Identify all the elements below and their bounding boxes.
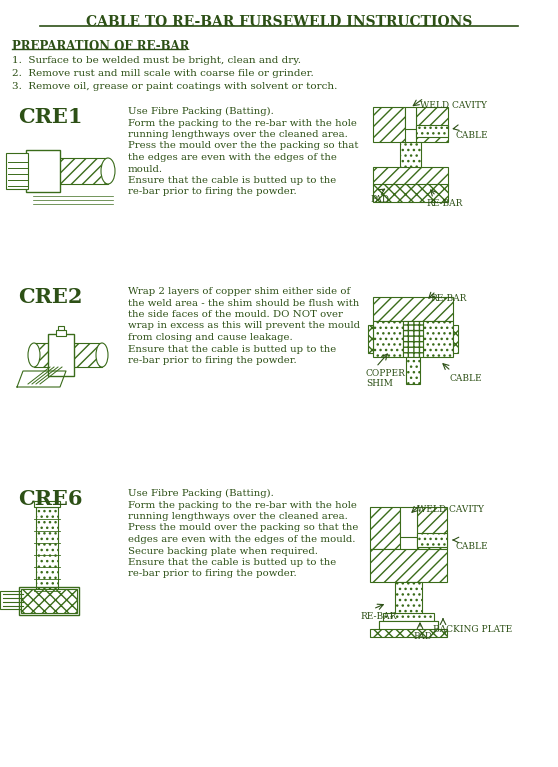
Text: BACKING PLATE: BACKING PLATE bbox=[433, 625, 512, 634]
Bar bbox=[400, 507, 417, 537]
Bar bbox=[400, 142, 421, 179]
Ellipse shape bbox=[39, 158, 53, 184]
Bar bbox=[416, 107, 448, 142]
Text: 2.  Remove rust and mill scale with coarse file or grinder.: 2. Remove rust and mill scale with coars… bbox=[12, 69, 314, 78]
Text: CABLE: CABLE bbox=[450, 374, 483, 383]
Text: CRE2: CRE2 bbox=[18, 287, 83, 307]
Text: the side faces of the mould. DO NOT over: the side faces of the mould. DO NOT over bbox=[128, 310, 343, 319]
Text: running lengthways over the cleaned area.: running lengthways over the cleaned area… bbox=[128, 512, 348, 521]
Text: WELD CAVITY: WELD CAVITY bbox=[420, 101, 487, 110]
Text: the weld area - the shim should be flush with: the weld area - the shim should be flush… bbox=[128, 298, 359, 308]
Text: Wrap 2 layers of copper shim either side of: Wrap 2 layers of copper shim either side… bbox=[128, 287, 350, 296]
Bar bbox=[370, 629, 447, 637]
Bar bbox=[26, 150, 60, 192]
Ellipse shape bbox=[96, 343, 108, 367]
Bar bbox=[379, 621, 438, 631]
Bar bbox=[19, 587, 79, 615]
Bar bbox=[373, 107, 405, 142]
Text: PREPARATION OF RE-BAR: PREPARATION OF RE-BAR bbox=[12, 40, 189, 53]
Text: wrap in excess as this will prevent the mould: wrap in excess as this will prevent the … bbox=[128, 321, 360, 331]
Bar bbox=[56, 330, 66, 336]
Text: Ensure that the cable is butted up to the: Ensure that the cable is butted up to th… bbox=[128, 176, 336, 185]
Text: re-bar prior to firing the powder.: re-bar prior to firing the powder. bbox=[128, 187, 297, 196]
Text: Use Fibre Packing (Batting).: Use Fibre Packing (Batting). bbox=[128, 489, 274, 498]
Bar bbox=[34, 501, 60, 507]
Text: edges are even with the edges of the mould.: edges are even with the edges of the mou… bbox=[128, 535, 355, 544]
Text: mould.: mould. bbox=[128, 164, 163, 173]
Bar bbox=[417, 507, 447, 549]
Text: WELD CAVITY: WELD CAVITY bbox=[417, 505, 484, 514]
Bar bbox=[46, 158, 108, 184]
Bar bbox=[6, 153, 28, 189]
Text: Form the packing to the re-bar with the hole: Form the packing to the re-bar with the … bbox=[128, 501, 357, 509]
Text: CABLE: CABLE bbox=[455, 542, 488, 551]
Text: from closing and cause leakage.: from closing and cause leakage. bbox=[128, 333, 293, 342]
Text: Use Fibre Packing (Batting).: Use Fibre Packing (Batting). bbox=[128, 107, 274, 116]
Text: Secure backing plate when required.: Secure backing plate when required. bbox=[128, 547, 318, 555]
Text: PAD: PAD bbox=[413, 632, 432, 641]
Text: Ensure that the cable is butted up to the: Ensure that the cable is butted up to th… bbox=[128, 558, 336, 567]
Bar bbox=[406, 357, 420, 384]
Text: CRE1: CRE1 bbox=[18, 107, 83, 127]
Ellipse shape bbox=[28, 343, 40, 367]
Text: 3.  Remove oil, grease or paint coatings with solvent or torch.: 3. Remove oil, grease or paint coatings … bbox=[12, 82, 338, 91]
Text: CRE6: CRE6 bbox=[18, 489, 83, 509]
Text: Press the mould over the packing so that the: Press the mould over the packing so that… bbox=[128, 524, 358, 532]
Bar bbox=[370, 549, 447, 582]
Bar bbox=[383, 613, 434, 623]
Bar bbox=[423, 321, 453, 357]
Bar bbox=[36, 507, 58, 595]
Bar bbox=[0, 591, 24, 609]
Bar bbox=[58, 326, 64, 330]
Bar bbox=[416, 125, 448, 137]
Bar bbox=[405, 107, 416, 129]
Bar bbox=[34, 343, 102, 367]
Text: SHIM: SHIM bbox=[366, 379, 393, 388]
Bar bbox=[395, 582, 422, 615]
Text: Form the packing to the re-bar with the hole: Form the packing to the re-bar with the … bbox=[128, 118, 357, 127]
Text: re-bar prior to firing the powder.: re-bar prior to firing the powder. bbox=[128, 570, 297, 578]
Bar bbox=[21, 589, 77, 613]
Bar bbox=[370, 507, 400, 549]
Bar bbox=[373, 321, 403, 357]
Text: Press the mould over the the packing so that: Press the mould over the the packing so … bbox=[128, 141, 358, 150]
Text: COPPER: COPPER bbox=[366, 369, 406, 378]
Ellipse shape bbox=[101, 158, 115, 184]
Bar bbox=[21, 591, 75, 611]
Bar bbox=[28, 152, 58, 190]
Bar bbox=[23, 593, 73, 609]
Text: CABLE TO RE-BAR FURSEWELD INSTRUCTIONS: CABLE TO RE-BAR FURSEWELD INSTRUCTIONS bbox=[86, 15, 472, 29]
Bar bbox=[403, 321, 423, 357]
Bar bbox=[379, 621, 438, 631]
Bar bbox=[373, 167, 448, 185]
Text: 1.  Surface to be welded must be bright, clean and dry.: 1. Surface to be welded must be bright, … bbox=[12, 56, 301, 65]
Text: Ensure that the cable is butted up to the: Ensure that the cable is butted up to th… bbox=[128, 344, 336, 354]
Bar bbox=[50, 336, 72, 374]
Text: the edges are even with the edges of the: the edges are even with the edges of the bbox=[128, 153, 337, 162]
Bar bbox=[368, 325, 373, 353]
Text: CABLE: CABLE bbox=[455, 131, 488, 140]
Text: RE-BAR: RE-BAR bbox=[430, 294, 466, 303]
Bar bbox=[48, 334, 74, 376]
Text: running lengthways over the cleaned area.: running lengthways over the cleaned area… bbox=[128, 130, 348, 139]
Text: RE-BAR: RE-BAR bbox=[426, 199, 463, 208]
Text: re-bar prior to firing the powder.: re-bar prior to firing the powder. bbox=[128, 356, 297, 365]
Text: PAD: PAD bbox=[370, 195, 389, 204]
Bar bbox=[373, 184, 448, 202]
Text: RE-BAR: RE-BAR bbox=[360, 612, 396, 621]
Bar bbox=[417, 533, 447, 547]
Bar bbox=[373, 297, 453, 321]
Bar bbox=[453, 325, 458, 353]
